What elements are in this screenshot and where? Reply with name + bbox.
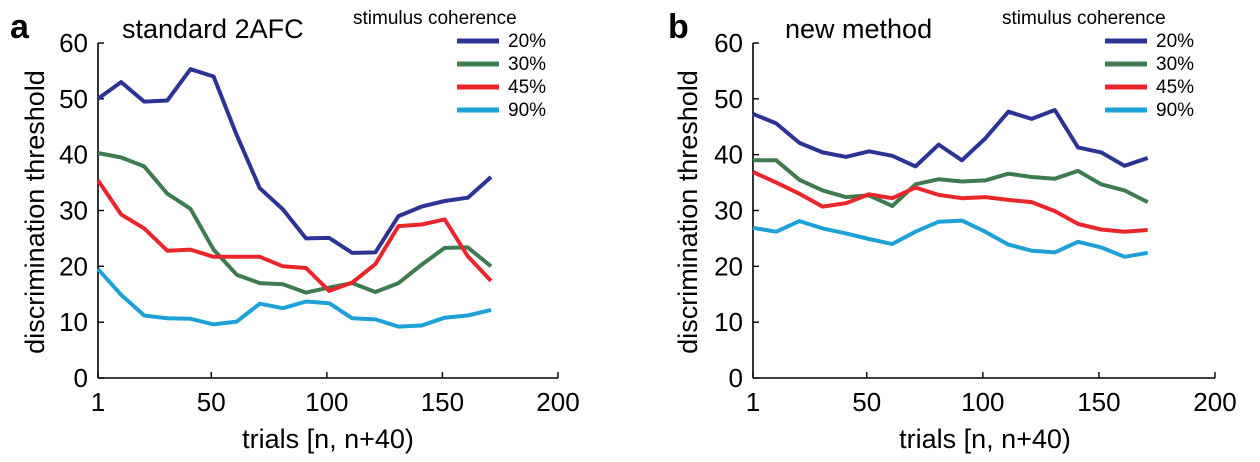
- x-tick-label: 1: [91, 387, 105, 417]
- y-tick-label: 30: [59, 196, 88, 226]
- y-tick-label: 50: [59, 84, 88, 114]
- x-tick-label: 150: [1077, 387, 1120, 417]
- series-line-30pct: [753, 158, 1149, 208]
- x-tick-label: 50: [852, 387, 881, 417]
- y-tick-label: 40: [714, 140, 743, 170]
- y-tick-label: 60: [59, 28, 88, 58]
- chart-title: new method: [785, 14, 932, 44]
- legend-label: 20%: [508, 31, 546, 52]
- x-tick-label: 150: [421, 387, 464, 417]
- x-tick-label: 100: [305, 387, 348, 417]
- series-line-20pct: [96, 67, 493, 255]
- panel-a: a standard 2AFC stimulus coherence discr…: [10, 8, 580, 454]
- legend-label: 45%: [508, 77, 546, 98]
- legend: 20%30%45%90%: [1105, 31, 1194, 121]
- y-tick-label: 40: [59, 140, 88, 170]
- legend-label: 90%: [1156, 100, 1194, 121]
- y-tick-label: 50: [714, 84, 743, 114]
- y-tick-label: 20: [714, 251, 743, 281]
- series-line-30pct: [97, 151, 493, 295]
- y-tick-label: 0: [74, 363, 88, 393]
- series-layer: [96, 67, 493, 329]
- panel-letter: a: [10, 8, 30, 46]
- y-axis-label: discrimination threshold: [20, 70, 50, 354]
- x-tick-label: 1: [746, 387, 760, 417]
- x-tick-label: 100: [961, 387, 1004, 417]
- x-axis-label: trials [n, n+40): [242, 424, 414, 454]
- series-layer: [752, 108, 1149, 259]
- legend-label: 45%: [1156, 77, 1194, 98]
- y-tick-label: 10: [714, 307, 743, 337]
- y-tick-label: 10: [59, 307, 88, 337]
- series-line-90pct: [96, 267, 492, 329]
- legend: 20%30%45%90%: [457, 31, 546, 121]
- panel-b: b new method stimulus coherence discrimi…: [668, 8, 1237, 454]
- series-line-20pct: [752, 108, 1149, 169]
- legend-label: 20%: [1156, 31, 1194, 52]
- series-line-45pct: [752, 170, 1148, 234]
- series-line-90pct: [752, 218, 1149, 259]
- y-tick-label: 60: [714, 28, 743, 58]
- y-axis-label: discrimination threshold: [673, 70, 703, 354]
- legend-label: 90%: [508, 100, 546, 121]
- x-tick-label: 50: [197, 387, 226, 417]
- legend-label: 30%: [1156, 54, 1194, 75]
- panel-letter: b: [668, 8, 689, 46]
- x-tick-label: 200: [536, 387, 579, 417]
- legend-title: stimulus coherence: [353, 8, 517, 29]
- y-tick-label: 0: [729, 363, 743, 393]
- y-tick-label: 30: [714, 196, 743, 226]
- chart-title: standard 2AFC: [122, 14, 304, 44]
- x-axis-label: trials [n, n+40): [899, 424, 1071, 454]
- y-tick-label: 20: [59, 251, 88, 281]
- legend-label: 30%: [508, 54, 546, 75]
- x-tick-label: 200: [1193, 387, 1236, 417]
- series-line-45pct: [96, 179, 493, 293]
- legend-title: stimulus coherence: [1002, 8, 1166, 29]
